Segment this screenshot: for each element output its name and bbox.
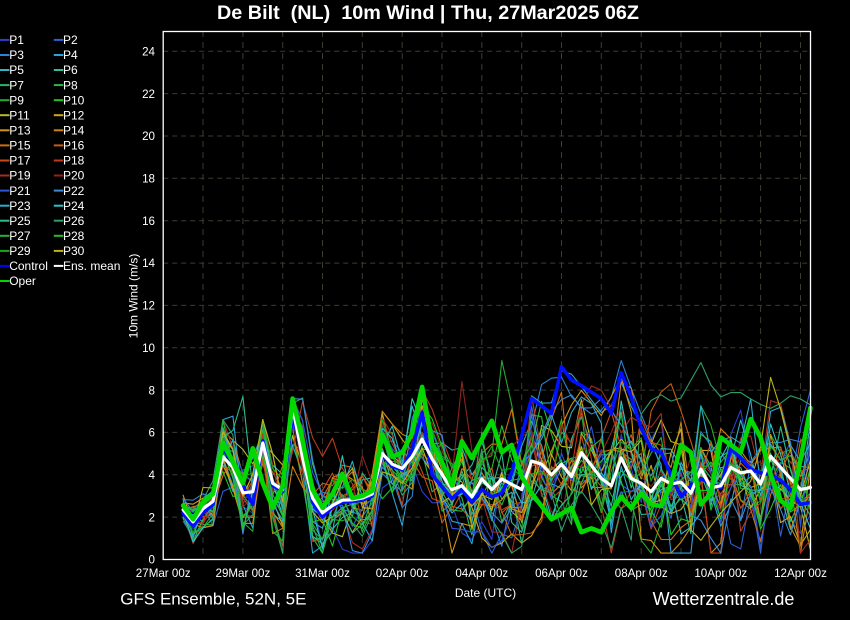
svg-text:04Apr 00z: 04Apr 00z — [455, 567, 508, 580]
svg-text:Date (UTC): Date (UTC) — [455, 586, 516, 600]
svg-text:Control: Control — [9, 259, 48, 273]
svg-text:P28: P28 — [63, 229, 85, 243]
svg-text:18: 18 — [142, 173, 155, 186]
svg-text:29Mar 00z: 29Mar 00z — [216, 567, 271, 580]
svg-text:P13: P13 — [9, 124, 31, 138]
svg-text:31Mar 00z: 31Mar 00z — [295, 567, 350, 580]
svg-text:8: 8 — [149, 384, 155, 397]
svg-text:P19: P19 — [9, 169, 31, 183]
svg-text:De Bilt (NL) 10m Wind | Thu,: De Bilt (NL) 10m Wind | Thu, 27Mar2025 0… — [217, 2, 639, 24]
svg-text:10Apr 00z: 10Apr 00z — [694, 567, 747, 580]
svg-text:P22: P22 — [63, 184, 85, 198]
svg-text:P1: P1 — [9, 33, 24, 47]
svg-text:P18: P18 — [63, 154, 85, 168]
svg-text:P12: P12 — [63, 109, 85, 123]
svg-text:P5: P5 — [9, 63, 24, 77]
svg-text:08Apr 00z: 08Apr 00z — [615, 567, 668, 580]
svg-text:P26: P26 — [63, 214, 85, 228]
svg-text:27Mar 00z: 27Mar 00z — [136, 567, 191, 580]
svg-text:P21: P21 — [9, 184, 31, 198]
svg-text:P23: P23 — [9, 199, 31, 213]
svg-text:10m Wind (m/s): 10m Wind (m/s) — [126, 254, 140, 339]
svg-text:10: 10 — [142, 342, 155, 355]
svg-text:P6: P6 — [63, 63, 78, 77]
svg-text:P29: P29 — [9, 244, 31, 258]
svg-text:P20: P20 — [63, 169, 85, 183]
svg-text:P11: P11 — [9, 109, 30, 123]
svg-text:P3: P3 — [9, 48, 24, 62]
svg-text:4: 4 — [149, 469, 156, 482]
svg-text:Oper: Oper — [9, 274, 36, 288]
svg-text:P30: P30 — [63, 244, 85, 258]
svg-text:Ens. mean: Ens. mean — [63, 259, 120, 273]
svg-text:P10: P10 — [63, 93, 85, 107]
svg-text:P4: P4 — [63, 48, 78, 62]
svg-text:Wetterzentrale.de: Wetterzentrale.de — [653, 589, 795, 609]
svg-text:GFS Ensemble, 52N, 5E: GFS Ensemble, 52N, 5E — [120, 590, 306, 609]
svg-text:P24: P24 — [63, 199, 85, 213]
svg-text:22: 22 — [142, 88, 155, 101]
svg-text:14: 14 — [142, 257, 155, 270]
svg-text:06Apr 00z: 06Apr 00z — [535, 567, 588, 580]
svg-text:12Apr 00z: 12Apr 00z — [774, 567, 827, 580]
svg-text:16: 16 — [142, 215, 155, 228]
svg-text:P27: P27 — [9, 229, 31, 243]
svg-text:P17: P17 — [9, 154, 31, 168]
svg-text:P7: P7 — [9, 78, 24, 92]
svg-text:0: 0 — [149, 554, 155, 567]
svg-text:P8: P8 — [63, 78, 78, 92]
svg-text:24: 24 — [142, 46, 155, 59]
svg-text:20: 20 — [142, 130, 155, 143]
svg-text:12: 12 — [142, 300, 155, 313]
svg-text:6: 6 — [149, 427, 155, 440]
svg-text:P15: P15 — [9, 139, 31, 153]
svg-text:P16: P16 — [63, 139, 85, 153]
svg-text:P14: P14 — [63, 124, 85, 138]
svg-text:02Apr 00z: 02Apr 00z — [376, 567, 429, 580]
svg-text:P2: P2 — [63, 33, 78, 47]
svg-text:P9: P9 — [9, 93, 24, 107]
svg-text:P25: P25 — [9, 214, 31, 228]
svg-text:2: 2 — [149, 511, 155, 524]
